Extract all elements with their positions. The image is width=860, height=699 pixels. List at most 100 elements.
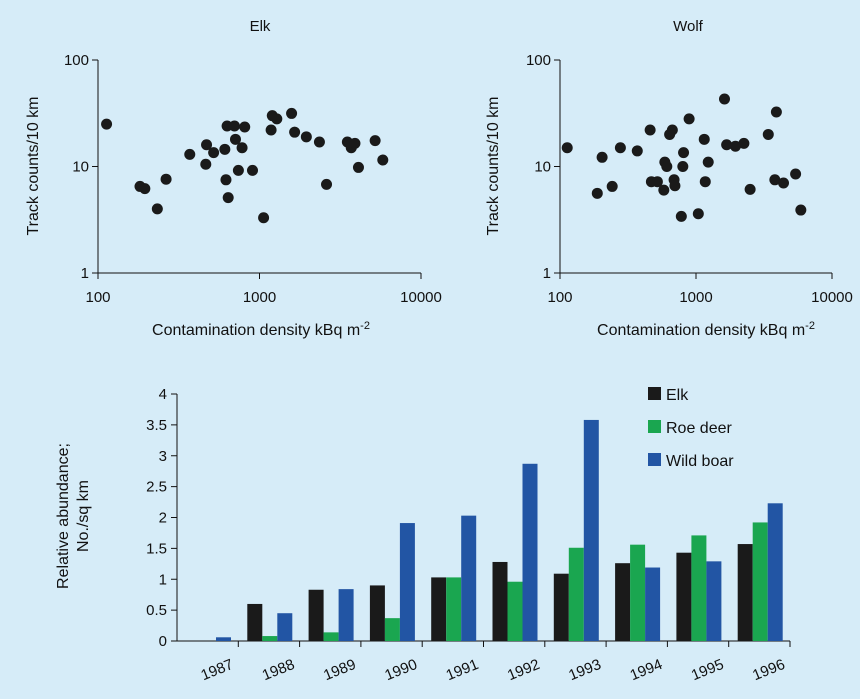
bar-elk [369, 585, 385, 641]
elk-data-point [369, 135, 381, 147]
elk-y-axis-label: Track counts/10 km [25, 96, 42, 235]
elk-data-point [160, 173, 172, 185]
bar-y-tick-label: 3.5 [146, 417, 167, 434]
legend-label-roe-deer: Roe deer [666, 420, 732, 437]
wolf-x-tick-label: 10000 [811, 289, 853, 306]
bar-roe-deer [752, 522, 768, 641]
elk-y-tick-label: 10 [72, 159, 89, 176]
elk-data-point [184, 148, 196, 160]
bar-wild-boar [277, 613, 293, 641]
elk-data-point [239, 121, 251, 133]
elk-data-point [271, 113, 283, 125]
bar-wild-boar [216, 637, 231, 641]
bar-y-tick-label: 1 [159, 571, 167, 588]
elk-y-tick-label: 1 [81, 265, 89, 282]
bar-roe-deer [630, 544, 646, 641]
elk-y-tick-label: 100 [64, 52, 89, 69]
elk-data-point [101, 118, 113, 130]
bar-roe-deer [262, 636, 278, 641]
wolf-data-point [790, 168, 802, 180]
elk-x-tick-label: 100 [85, 289, 110, 306]
wolf-y-tick-label: 100 [526, 52, 551, 69]
bar-elk [615, 563, 631, 641]
bar-y-tick-label: 2.5 [146, 479, 167, 496]
bar-roe-deer [384, 618, 400, 641]
bar-wild-boar [706, 561, 722, 641]
wolf-data-point [718, 93, 730, 105]
elk-data-point [286, 107, 298, 119]
elk-data-point [200, 158, 212, 170]
legend-swatch-roe-deer [648, 420, 661, 433]
wolf-chart-title: Wolf [673, 18, 704, 35]
elk-data-point [220, 174, 232, 186]
elk-data-point [228, 120, 240, 132]
bar-y-tick-label: 3 [159, 448, 167, 465]
wolf-data-point [644, 124, 656, 136]
elk-x-tick-label: 1000 [243, 289, 276, 306]
elk-data-point [300, 131, 312, 143]
wolf-data-point [778, 177, 790, 189]
wolf-data-point [631, 145, 643, 157]
elk-data-point [208, 147, 220, 159]
bar-y-tick-label: 4 [159, 386, 167, 403]
bar-elk [308, 589, 324, 641]
wolf-data-point [738, 137, 750, 149]
bar-elk [247, 603, 263, 641]
wolf-data-point [702, 156, 714, 168]
wolf-data-point [561, 142, 573, 154]
elk-data-point [201, 139, 213, 151]
wolf-data-point [795, 204, 807, 216]
bar-y-tick-label: 0 [159, 633, 167, 650]
bar-roe-deer [323, 632, 339, 641]
wolf-data-point [729, 140, 741, 152]
legend-label-wild-boar: Wild boar [666, 453, 734, 470]
legend-swatch-wild-boar [648, 453, 661, 466]
elk-data-point [313, 136, 325, 148]
wolf-y-tick-label: 10 [534, 159, 551, 176]
elk-data-point [377, 154, 389, 166]
bar-elk [492, 561, 508, 641]
wolf-data-point [661, 161, 673, 172]
wolf-data-point [596, 151, 608, 163]
wolf-data-point [692, 208, 704, 220]
legend-label-elk: Elk [666, 387, 689, 404]
wolf-data-point [683, 113, 695, 125]
wolf-x-tick-label: 1000 [679, 289, 712, 306]
elk-data-point [258, 212, 270, 224]
wolf-data-point [669, 180, 681, 192]
wolf-scatter-panel: Wolf Track counts/10 km Contamination de… [485, 18, 853, 339]
wolf-x-axis-label: Contamination density kBq m-2 [597, 320, 815, 339]
elk-data-point [232, 164, 244, 176]
elk-data-point [321, 178, 333, 190]
wolf-x-tick-label: 100 [547, 289, 572, 306]
wolf-data-point [721, 139, 733, 151]
wolf-data-point [744, 183, 756, 195]
bar-y-tick-label: 1.5 [146, 540, 167, 557]
bar-wild-boar [461, 515, 477, 641]
wolf-y-tick-label: 1 [543, 265, 551, 282]
elk-x-tick-label: 10000 [400, 289, 442, 306]
wolf-data-point [591, 187, 603, 199]
wolf-data-point [666, 124, 678, 136]
bar-wild-boar [583, 419, 599, 641]
wolf-data-point [614, 142, 626, 154]
wolf-data-point [769, 174, 781, 186]
bar-elk [431, 577, 447, 641]
bar-y-tick-label: 2 [159, 510, 167, 527]
bar-y-axis-label-line1: Relative abundance; [55, 443, 72, 589]
legend-swatch-elk [648, 387, 661, 400]
elk-x-axis-label: Contamination density kBq m-2 [152, 320, 370, 339]
elk-data-point [219, 143, 231, 155]
elk-data-point [246, 164, 258, 176]
bar-elk [737, 544, 753, 641]
elk-data-point [289, 126, 301, 138]
wolf-data-point [675, 210, 687, 222]
wolf-y-axis-label: Track counts/10 km [485, 96, 502, 235]
bar-wild-boar [338, 589, 354, 641]
wolf-data-point [699, 176, 711, 188]
elk-data-point [236, 142, 248, 154]
elk-data-point [151, 203, 163, 215]
wolf-data-point [678, 147, 690, 159]
elk-data-point [139, 183, 151, 195]
